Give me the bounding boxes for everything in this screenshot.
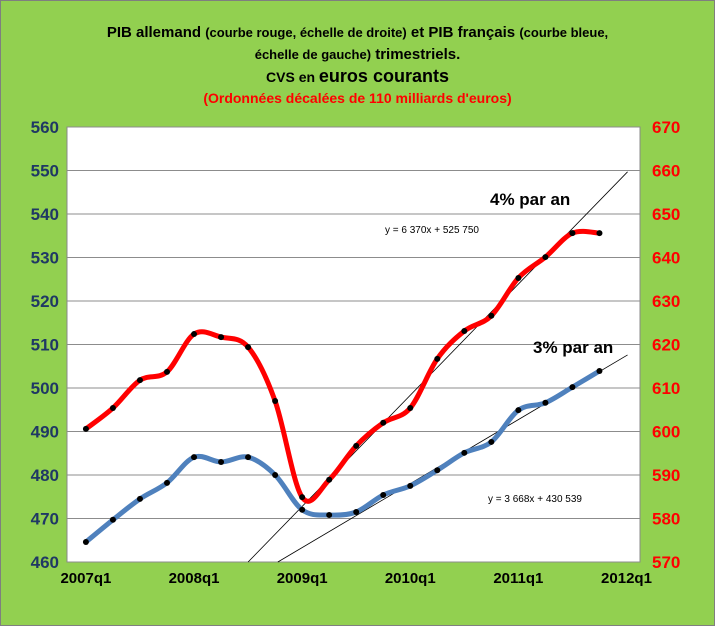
series-line-germany xyxy=(83,228,602,504)
right-axis-tick-label: 610 xyxy=(652,379,680,398)
data-point xyxy=(569,384,576,391)
data-point xyxy=(488,312,495,319)
data-point xyxy=(596,368,603,375)
x-axis-tick-label: 2008q1 xyxy=(169,570,220,587)
data-point xyxy=(245,344,252,351)
data-point xyxy=(82,538,89,545)
data-point xyxy=(136,377,143,384)
data-point xyxy=(109,516,116,523)
title-part: (courbe bleue, xyxy=(519,25,609,40)
data-point xyxy=(380,492,387,499)
left-axis-tick-label: 500 xyxy=(31,379,59,398)
title-part: CVS en xyxy=(266,69,316,85)
title-part: (courbe rouge, échelle de droite) xyxy=(205,25,407,40)
trendline-label-4pct: 4% par an xyxy=(490,190,570,209)
left-axis-tick-label: 460 xyxy=(31,553,59,572)
chart-title-line1: PIB allemand (courbe rouge, échelle de d… xyxy=(0,22,715,66)
left-axis-tick-label: 530 xyxy=(31,249,59,268)
data-point xyxy=(542,254,549,261)
data-point xyxy=(488,438,495,445)
title-part: PIB allemand xyxy=(106,24,202,41)
x-axis-tick-label: 2012q1 xyxy=(601,570,652,587)
left-axis-tick-label: 520 xyxy=(31,292,59,311)
data-point xyxy=(218,458,225,465)
left-axis-tick-label: 560 xyxy=(31,118,59,137)
data-point xyxy=(245,454,252,461)
title-part: échelle de gauche) xyxy=(254,47,372,62)
trendline-label-3pct: 3% par an xyxy=(533,338,613,357)
chart-title-line2: CVS en euros courants xyxy=(0,66,715,87)
right-axis-tick-label: 650 xyxy=(652,205,680,224)
data-point xyxy=(461,449,468,456)
right-axis-tick-label: 640 xyxy=(652,249,680,268)
data-point xyxy=(164,479,171,486)
data-point xyxy=(326,512,333,519)
right-axis-tick-label: 630 xyxy=(652,292,680,311)
data-point xyxy=(272,398,279,405)
right-axis-tick-label: 670 xyxy=(652,118,680,137)
left-axis-tick-label: 490 xyxy=(31,423,59,442)
data-point xyxy=(515,274,522,281)
right-axis-tick-label: 570 xyxy=(652,553,680,572)
data-point xyxy=(434,355,441,362)
data-point xyxy=(353,442,360,449)
data-point xyxy=(218,334,225,341)
data-point xyxy=(380,419,387,426)
data-point xyxy=(82,425,89,432)
title-part: euros courants xyxy=(318,66,449,86)
data-point xyxy=(569,230,576,237)
data-point xyxy=(434,467,441,474)
left-axis-tick-label: 510 xyxy=(31,336,59,355)
data-point xyxy=(164,368,171,375)
right-axis-tick-label: 590 xyxy=(652,466,680,485)
left-axis-tick-label: 480 xyxy=(31,466,59,485)
data-point xyxy=(191,331,198,338)
x-axis-tick-label: 2007q1 xyxy=(60,570,111,587)
data-point xyxy=(299,506,306,513)
trendline-equation-3pct: y = 3 668x + 430 539 xyxy=(488,494,582,505)
data-point xyxy=(299,494,306,501)
data-point xyxy=(136,495,143,502)
data-point xyxy=(407,405,414,412)
title-part: et PIB français xyxy=(410,24,516,41)
right-axis-tick-label: 600 xyxy=(652,423,680,442)
trendline-equation-4pct: y = 6 370x + 525 750 xyxy=(385,225,479,236)
data-point xyxy=(596,230,603,237)
left-axis-tick-label: 470 xyxy=(31,510,59,529)
x-axis-tick-label: 2010q1 xyxy=(385,570,436,587)
left-axis-tick-label: 550 xyxy=(31,162,59,181)
right-axis-tick-label: 620 xyxy=(652,336,680,355)
x-axis-tick-label: 2011q1 xyxy=(493,570,543,587)
right-axis-tick-label: 580 xyxy=(652,510,680,529)
chart-subtitle: (Ordonnées décalées de 110 milliards d'e… xyxy=(203,90,512,106)
left-axis-tick-label: 540 xyxy=(31,205,59,224)
data-point xyxy=(353,508,360,515)
data-point xyxy=(109,405,116,412)
data-point xyxy=(515,407,522,414)
data-point xyxy=(542,399,549,406)
data-point xyxy=(461,328,468,335)
x-axis-tick-label: 2009q1 xyxy=(277,570,328,587)
data-point xyxy=(191,454,198,461)
title-part: trimestriels. xyxy=(375,46,461,63)
data-point xyxy=(407,482,414,489)
data-point xyxy=(326,476,333,483)
right-axis-tick-label: 660 xyxy=(652,162,680,181)
data-point xyxy=(272,472,279,478)
